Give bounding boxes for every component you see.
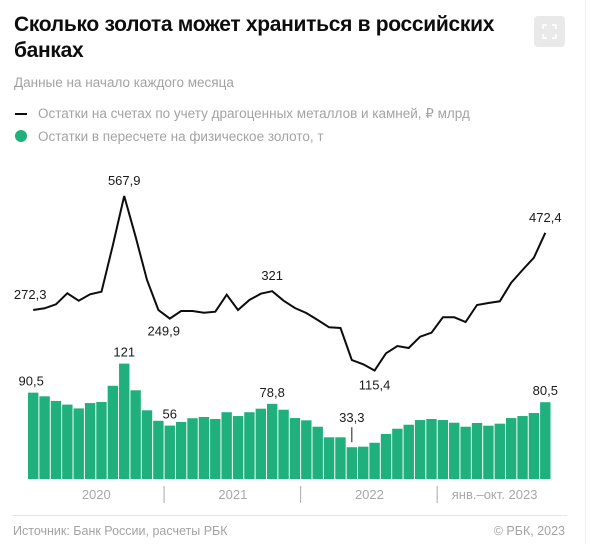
bar	[414, 420, 426, 479]
chart: 272,3 567,9 249,9 321 115,4 472,4 90,5 121 56 78,…	[14, 173, 562, 503]
bar	[73, 408, 84, 479]
line-series	[33, 195, 547, 372]
bar	[130, 390, 141, 479]
bar	[107, 385, 119, 479]
bar	[198, 416, 210, 479]
bar	[164, 425, 175, 479]
bar	[460, 426, 471, 479]
bar	[266, 403, 278, 479]
bar	[380, 433, 392, 479]
bar	[403, 424, 414, 479]
line-data-label: 321	[261, 268, 283, 283]
bar	[517, 416, 528, 479]
bar	[505, 418, 517, 479]
bar	[39, 396, 50, 479]
legend-label: Остатки в пересчете на физическое золото…	[38, 128, 324, 144]
bar	[221, 412, 232, 479]
bar	[335, 437, 346, 479]
bar	[278, 409, 289, 479]
bar	[483, 425, 494, 479]
bar	[449, 422, 460, 479]
bar	[187, 418, 198, 479]
bar-series	[28, 363, 551, 479]
bar-data-label: 78,8	[260, 385, 285, 400]
legend-label: Остатки на счетах по учету драгоценных м…	[38, 106, 470, 121]
bar	[392, 428, 403, 479]
bar	[528, 412, 540, 479]
bar	[312, 426, 323, 479]
page-title: Сколько золота может храниться в российс…	[14, 13, 495, 62]
bar	[50, 400, 62, 479]
bar	[369, 442, 380, 479]
legend-item-gold: Остатки в пересчете на физическое золото…	[14, 125, 470, 147]
bar	[471, 423, 483, 479]
line-data-label: 272,3	[14, 287, 47, 302]
fullscreen-button[interactable]	[534, 16, 565, 47]
bar	[244, 412, 255, 479]
bar	[358, 446, 369, 479]
bar	[426, 418, 437, 479]
bar-data-label: 90,5	[19, 374, 44, 389]
data-labels: 272,3 567,9 249,9 321 115,4 472,4 90,5 121 56 78,…	[14, 173, 562, 443]
source-note: Источник: Банк России, расчеты РБК	[13, 524, 228, 538]
bar	[232, 416, 244, 479]
chart-subtitle: Данные на начало каждого месяца	[14, 75, 234, 90]
bar	[119, 363, 130, 479]
bar	[175, 421, 187, 479]
bar-data-label: 80,5	[533, 383, 558, 398]
bar-data-label: 33,3	[339, 410, 364, 425]
x-axis-group-label: 2022	[355, 487, 384, 502]
legend: Остатки на счетах по учету драгоценных м…	[14, 103, 470, 147]
legend-line-swatch	[15, 113, 27, 115]
copyright: © РБК, 2023	[493, 524, 565, 538]
bar	[28, 392, 39, 479]
panel-right-border	[585, 0, 586, 544]
bar-data-label: 121	[113, 345, 135, 360]
bar	[540, 402, 551, 479]
x-axis-group-label: янв.–окт. 2023	[452, 487, 538, 502]
legend-dot-swatch	[15, 130, 27, 142]
x-axis: 2020 2021 2022 янв.–окт. 2023	[82, 486, 538, 503]
bar	[323, 437, 335, 479]
bar	[62, 404, 73, 479]
bar	[153, 420, 164, 479]
line-data-label: 472,4	[529, 210, 562, 225]
legend-item-accounts: Остатки на счетах по учету драгоценных м…	[14, 103, 470, 125]
x-axis-group-label: 2021	[218, 487, 247, 502]
footer-divider	[13, 515, 567, 516]
bar	[141, 410, 153, 479]
bar	[437, 420, 449, 479]
bar	[255, 408, 266, 479]
x-axis-group-label: 2020	[82, 487, 111, 502]
bar	[210, 418, 221, 479]
line-data-label: 249,9	[147, 324, 180, 339]
expand-icon	[542, 24, 557, 39]
bar-data-label: 56	[163, 407, 177, 422]
bar	[346, 447, 358, 479]
bar	[494, 423, 505, 479]
bar	[289, 418, 301, 479]
bar	[96, 402, 107, 479]
bar	[301, 420, 312, 479]
line-path	[33, 195, 547, 372]
line-data-label: 567,9	[108, 173, 141, 188]
line-data-label: 115,4	[359, 378, 391, 393]
bar	[84, 403, 96, 479]
